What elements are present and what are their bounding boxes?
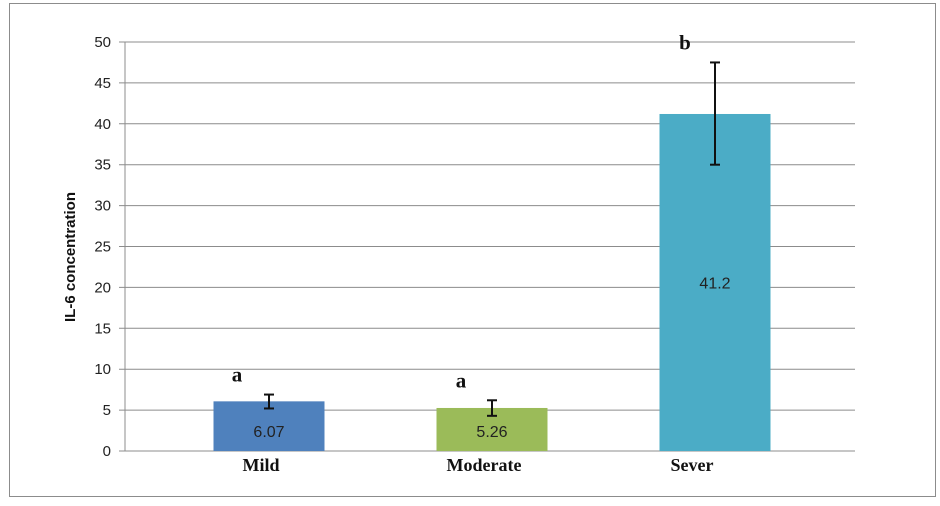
y-tick-label: 45 <box>94 75 111 92</box>
y-axis-label: IL-6 concentration <box>62 192 79 322</box>
category-label: Mild <box>242 455 279 475</box>
significance-letter: b <box>679 30 691 54</box>
significance-letters: a a b <box>232 30 691 392</box>
category-label: Moderate <box>447 455 522 475</box>
significance-letter: a <box>232 363 243 387</box>
y-tick-label: 25 <box>94 239 111 256</box>
category-labels: Mild Moderate Sever <box>242 455 713 475</box>
bar <box>659 113 771 451</box>
significance-letter: a <box>456 368 467 392</box>
data-labels: 6.07 5.26 41.2 <box>253 275 730 441</box>
bars <box>213 113 771 451</box>
error-bars <box>264 61 720 417</box>
y-tick-label: 10 <box>94 361 111 378</box>
y-tick-label: 40 <box>94 116 111 133</box>
y-axis-ticks: 0 5 10 15 20 25 30 35 40 45 50 <box>94 34 111 460</box>
y-tick-label: 20 <box>94 279 111 296</box>
y-tick-label: 15 <box>94 320 111 337</box>
y-tick-label: 5 <box>103 402 111 419</box>
data-label: 41.2 <box>699 275 730 292</box>
y-tick-label: 50 <box>94 34 111 51</box>
y-tick-label: 30 <box>94 198 111 215</box>
data-label: 6.07 <box>253 424 284 441</box>
bar <box>213 401 325 451</box>
category-label: Sever <box>671 455 714 475</box>
y-tick-label: 35 <box>94 157 111 174</box>
y-tick-label: 0 <box>103 443 111 460</box>
data-label: 5.26 <box>476 424 507 441</box>
